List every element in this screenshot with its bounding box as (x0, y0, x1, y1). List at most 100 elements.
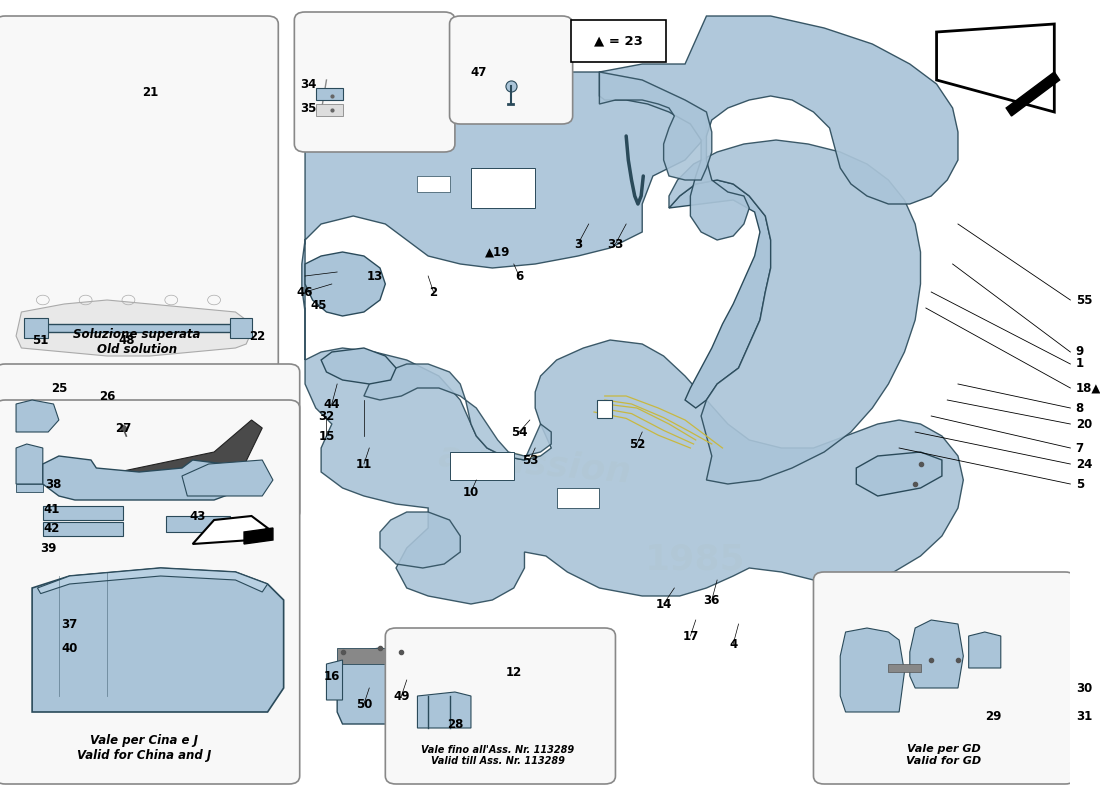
Text: 28: 28 (447, 718, 463, 730)
Text: 46: 46 (297, 286, 313, 298)
Polygon shape (969, 632, 1001, 668)
Text: 42: 42 (43, 522, 59, 534)
Polygon shape (910, 620, 964, 688)
Polygon shape (669, 140, 921, 484)
Text: 48: 48 (118, 334, 134, 346)
Polygon shape (856, 452, 942, 496)
FancyBboxPatch shape (385, 628, 616, 784)
Text: 39: 39 (40, 542, 56, 554)
Polygon shape (43, 324, 235, 332)
Polygon shape (600, 16, 958, 240)
Text: 41: 41 (43, 503, 59, 516)
Polygon shape (327, 660, 342, 700)
Polygon shape (80, 420, 262, 496)
Text: Vale per Cina e J
Valid for China and J: Vale per Cina e J Valid for China and J (77, 734, 211, 762)
Text: 5: 5 (1076, 478, 1084, 490)
Text: 22: 22 (249, 330, 265, 342)
Polygon shape (321, 348, 396, 384)
Text: 4: 4 (729, 638, 737, 650)
Text: 3: 3 (574, 238, 582, 250)
Text: 18▲: 18▲ (1076, 382, 1100, 394)
Text: 53: 53 (521, 454, 538, 466)
Text: 40: 40 (62, 642, 78, 654)
Polygon shape (43, 506, 123, 520)
Polygon shape (23, 318, 48, 338)
Text: 50: 50 (355, 698, 372, 710)
Text: 7: 7 (1076, 442, 1084, 454)
Polygon shape (450, 452, 514, 480)
Text: 27: 27 (116, 422, 131, 434)
FancyBboxPatch shape (0, 364, 299, 520)
Text: 45: 45 (310, 299, 327, 312)
Text: 8: 8 (1076, 402, 1084, 414)
Text: 49: 49 (393, 690, 409, 702)
Polygon shape (417, 692, 471, 728)
Text: 44: 44 (323, 398, 340, 410)
Text: 43: 43 (190, 510, 206, 522)
Text: 1985: 1985 (646, 543, 746, 577)
Polygon shape (379, 512, 460, 568)
Text: ▲ = 23: ▲ = 23 (594, 34, 642, 47)
Text: 47: 47 (471, 66, 486, 78)
Text: Vale fino all'Ass. Nr. 113289
Valid till Ass. Nr. 113289: Vale fino all'Ass. Nr. 113289 Valid till… (421, 745, 574, 766)
Text: Soluzione superata
Old solution: Soluzione superata Old solution (74, 328, 200, 356)
Polygon shape (16, 300, 252, 356)
FancyBboxPatch shape (0, 16, 278, 384)
Polygon shape (43, 522, 123, 536)
Polygon shape (37, 568, 267, 594)
Polygon shape (936, 24, 1054, 112)
Text: 10: 10 (463, 486, 480, 498)
Text: ▲19: ▲19 (485, 246, 510, 258)
Polygon shape (230, 318, 252, 338)
Polygon shape (43, 456, 235, 500)
Text: 20: 20 (1076, 418, 1092, 430)
Text: 6: 6 (515, 270, 524, 282)
Text: 11: 11 (355, 458, 372, 470)
Polygon shape (16, 444, 43, 484)
Text: 2: 2 (429, 286, 438, 298)
FancyBboxPatch shape (571, 20, 666, 62)
FancyBboxPatch shape (0, 400, 299, 784)
Polygon shape (182, 460, 273, 496)
Text: 35: 35 (300, 102, 317, 114)
Polygon shape (32, 568, 284, 712)
Polygon shape (840, 628, 904, 712)
Polygon shape (889, 664, 921, 672)
Polygon shape (471, 168, 536, 208)
Text: 54: 54 (510, 426, 527, 438)
Polygon shape (338, 648, 412, 664)
FancyBboxPatch shape (814, 572, 1076, 784)
Text: 55: 55 (1076, 294, 1092, 306)
Text: 34: 34 (300, 78, 317, 90)
Text: 21: 21 (142, 86, 158, 98)
Polygon shape (316, 104, 342, 116)
Text: 36: 36 (704, 594, 720, 606)
Text: 33: 33 (607, 238, 624, 250)
Text: 17: 17 (682, 630, 698, 642)
Text: 15: 15 (318, 430, 334, 442)
Text: 52: 52 (629, 438, 645, 450)
Polygon shape (1006, 72, 1059, 116)
Text: 31: 31 (1076, 710, 1092, 722)
Polygon shape (305, 252, 385, 316)
Polygon shape (16, 400, 59, 432)
Text: 26: 26 (99, 390, 116, 402)
Text: 13: 13 (366, 270, 383, 282)
FancyBboxPatch shape (450, 16, 573, 124)
Text: 37: 37 (62, 618, 78, 630)
Text: 12: 12 (506, 666, 521, 678)
Polygon shape (597, 400, 613, 418)
Text: 1: 1 (1076, 358, 1084, 370)
Polygon shape (600, 72, 712, 180)
Text: a passion: a passion (438, 438, 632, 490)
Polygon shape (557, 488, 600, 508)
Text: 29: 29 (986, 710, 1001, 722)
Polygon shape (166, 516, 230, 532)
Polygon shape (305, 340, 964, 604)
Polygon shape (338, 648, 412, 724)
Polygon shape (301, 24, 706, 360)
Polygon shape (192, 516, 267, 544)
Text: 14: 14 (656, 598, 672, 610)
Text: 30: 30 (1076, 682, 1092, 694)
Text: 9: 9 (1076, 346, 1084, 358)
